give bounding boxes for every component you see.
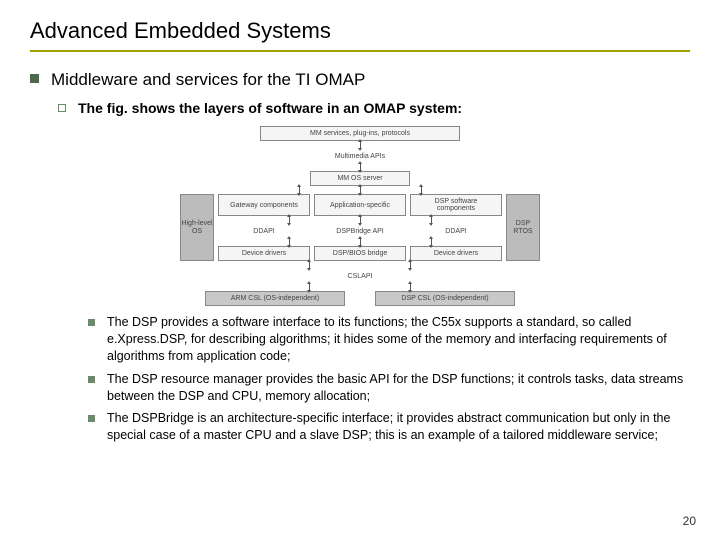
lvl1-text: Middleware and services for the TI OMAP xyxy=(51,70,365,90)
diagram-box: Device drivers xyxy=(410,246,502,261)
bullet-lvl1: Middleware and services for the TI OMAP xyxy=(30,70,690,90)
arrow-icon xyxy=(421,187,422,193)
diagram-box: Application-specific xyxy=(314,194,406,216)
diagram-container: MM services, plug-ins, protocols Multime… xyxy=(30,126,690,306)
diagram-box: DSP CSL (OS-independent) xyxy=(375,291,515,306)
lvl3-text: The DSP resource manager provides the ba… xyxy=(107,371,690,405)
arrow-icon xyxy=(309,262,310,268)
bullet-lvl3: The DSP provides a software interface to… xyxy=(88,314,690,365)
diagram-label: DDAPI xyxy=(218,224,310,238)
arrow-icon xyxy=(360,217,361,223)
bullet-icon xyxy=(30,74,39,83)
diagram-side-right: DSP RTOS xyxy=(506,194,540,261)
diagram-box: Device drivers xyxy=(218,246,310,261)
arrow-icon xyxy=(410,262,411,268)
slide: Advanced Embedded Systems Middleware and… xyxy=(0,0,720,540)
diagram-label: CSLAPI xyxy=(300,269,420,283)
arrow-icon xyxy=(299,187,300,193)
diagram-box: ARM CSL (OS-independent) xyxy=(205,291,345,306)
arrow-icon xyxy=(360,142,361,148)
bullet-icon xyxy=(88,319,95,326)
bullet-lvl2: The fig. shows the layers of software in… xyxy=(58,100,690,116)
bullet-lvl3: The DSPBridge is an architecture-specifi… xyxy=(88,410,690,444)
diagram-box: Gateway components xyxy=(218,194,310,216)
diagram-box: DSP software components xyxy=(410,194,502,216)
arrow-icon xyxy=(360,164,361,170)
bullet-icon xyxy=(88,376,95,383)
lvl2-text: The fig. shows the layers of software in… xyxy=(78,100,462,116)
bullet-hollow-icon xyxy=(58,104,66,112)
bullet-icon xyxy=(88,415,95,422)
lvl3-text: The DSPBridge is an architecture-specifi… xyxy=(107,410,690,444)
arrow-icon xyxy=(289,217,290,223)
diagram-label: DDAPI xyxy=(410,224,502,238)
diagram-mid: Gateway components Application-specific … xyxy=(218,194,502,261)
diagram-box: DSP/BIOS bridge xyxy=(314,246,406,261)
arrow-icon xyxy=(360,239,361,245)
arrow-icon xyxy=(309,284,310,290)
page-number: 20 xyxy=(683,514,696,528)
slide-title: Advanced Embedded Systems xyxy=(30,18,690,52)
arrow-icon xyxy=(431,239,432,245)
omap-diagram: MM services, plug-ins, protocols Multime… xyxy=(180,126,540,306)
arrow-icon xyxy=(360,187,361,193)
lvl3-text: The DSP provides a software interface to… xyxy=(107,314,690,365)
bullet-lvl3: The DSP resource manager provides the ba… xyxy=(88,371,690,405)
arrow-icon xyxy=(431,217,432,223)
arrow-icon xyxy=(410,284,411,290)
arrow-icon xyxy=(289,239,290,245)
diagram-side-left: High-level OS xyxy=(180,194,214,261)
